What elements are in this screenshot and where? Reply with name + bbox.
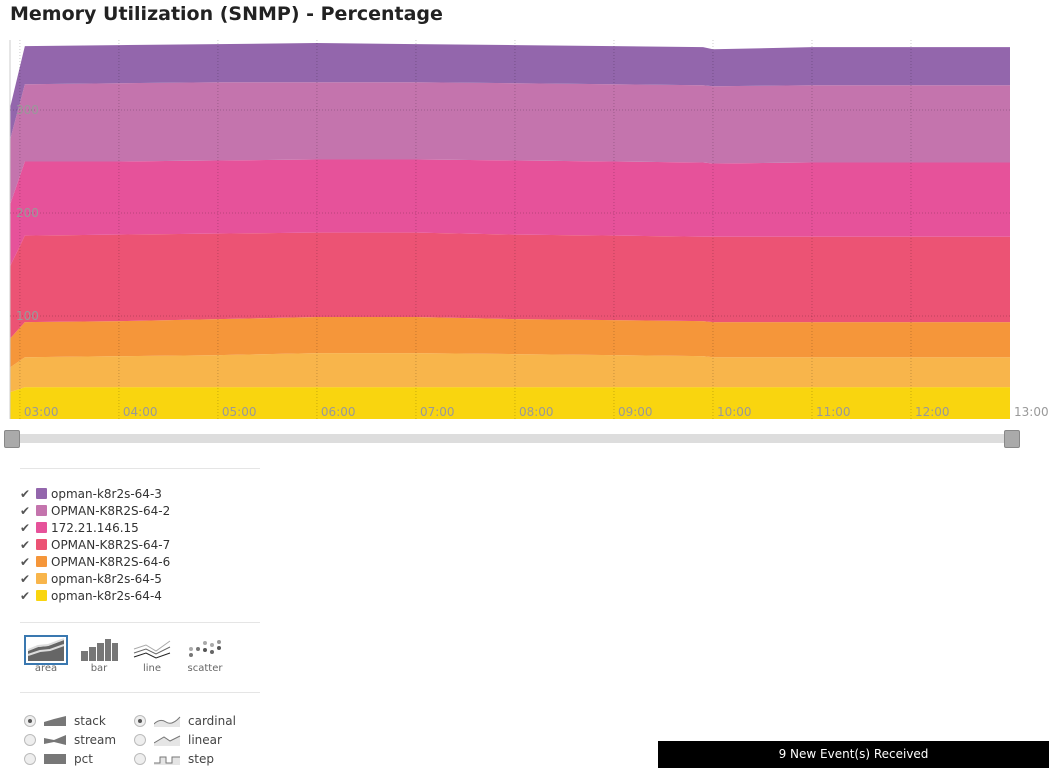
cardinal-icon — [154, 716, 181, 727]
range-slider-left-handle[interactable] — [4, 430, 20, 448]
stacked-area-chart: 03:00 04:00 05:00 06:00 07:00 08:00 09:00 10:00… — [9, 40, 1049, 419]
x-tick-label: 11:00 — [816, 405, 851, 419]
legend-swatch — [36, 573, 47, 584]
x-tick-label: 07:00 — [420, 405, 455, 419]
x-tick-label: 04:00 — [123, 405, 158, 419]
x-tick-label: 06:00 — [321, 405, 356, 419]
y-tick-label: 300 — [16, 103, 39, 117]
range-slider[interactable] — [4, 430, 1020, 448]
interpolation-option-linear[interactable]: linear — [134, 730, 222, 749]
x-tick-label: 03:00 — [24, 405, 59, 419]
radio-button[interactable] — [24, 733, 36, 746]
interpolation-option-step[interactable]: step — [134, 749, 214, 768]
legend-item[interactable]: ✔ OPMAN-K8R2S-64-6 — [20, 553, 260, 570]
area-series-4[interactable] — [10, 159, 1010, 267]
stack-icon — [44, 715, 66, 726]
interpolation-option-cardinal[interactable]: cardinal — [134, 711, 236, 730]
legend-swatch — [36, 488, 47, 499]
area-series-6[interactable] — [10, 43, 1010, 140]
checkmark-icon[interactable]: ✔ — [20, 588, 31, 603]
range-slider-right-handle[interactable] — [1004, 430, 1020, 448]
legend-swatch — [36, 590, 47, 601]
x-tick-label: 08:00 — [519, 405, 554, 419]
checkmark-icon[interactable]: ✔ — [20, 520, 31, 535]
legend: ✔ opman-k8r2s-64-3 ✔ OPMAN-K8R2S-64-2 ✔ 172.2… — [20, 468, 260, 604]
legend-label: opman-k8r2s-64-3 — [51, 486, 162, 501]
legend-swatch — [36, 522, 47, 533]
legend-label: opman-k8r2s-64-4 — [51, 588, 162, 603]
scatter-icon — [189, 640, 221, 657]
area-series-3[interactable] — [10, 232, 1010, 339]
legend-label: opman-k8r2s-64-5 — [51, 571, 162, 586]
legend-swatch — [36, 556, 47, 567]
area-series-1[interactable] — [10, 353, 1010, 393]
x-tick-label: 05:00 — [222, 405, 257, 419]
x-tick-label: 09:00 — [618, 405, 653, 419]
renderer-bar[interactable]: bar — [78, 637, 120, 674]
legend-label: OPMAN-K8R2S-64-2 — [51, 503, 171, 518]
radio-button[interactable] — [24, 714, 36, 727]
checkmark-icon[interactable]: ✔ — [20, 571, 31, 586]
render-options: stack stream pct cardinal linear step — [20, 692, 260, 766]
offset-option-pct[interactable]: pct — [24, 749, 93, 768]
legend-label: OPMAN-K8R2S-64-7 — [51, 537, 171, 552]
step-icon — [154, 756, 180, 765]
legend-item[interactable]: ✔ opman-k8r2s-64-5 — [20, 570, 260, 587]
y-tick-label: 200 — [16, 206, 39, 220]
x-tick-label: 13:00 — [1014, 405, 1049, 419]
y-tick-label: 100 — [16, 309, 39, 323]
offset-option-stack[interactable]: stack — [24, 711, 106, 730]
area-series-0[interactable] — [10, 387, 1010, 419]
legend-item[interactable]: ✔ OPMAN-K8R2S-64-7 — [20, 536, 260, 553]
checkmark-icon[interactable]: ✔ — [20, 537, 31, 552]
area-series-2[interactable] — [10, 317, 1010, 368]
x-tick-label: 12:00 — [915, 405, 950, 419]
line-chart-icon — [133, 640, 171, 659]
radio-button[interactable] — [134, 752, 146, 765]
legend-swatch — [36, 539, 47, 550]
legend-label: 172.21.146.15 — [51, 520, 139, 535]
renderer-area[interactable]: area — [24, 635, 68, 674]
bar-chart-icon — [81, 639, 118, 661]
stream-icon — [44, 734, 66, 745]
offset-option-stream[interactable]: stream — [24, 730, 116, 749]
radio-button[interactable] — [134, 733, 146, 746]
renderer-line[interactable]: line — [131, 637, 173, 674]
legend-item[interactable]: ✔ OPMAN-K8R2S-64-2 — [20, 502, 260, 519]
x-tick-label: 10:00 — [717, 405, 752, 419]
events-notification[interactable]: 9 New Event(s) Received — [658, 741, 1049, 768]
legend-swatch — [36, 505, 47, 516]
legend-label: OPMAN-K8R2S-64-6 — [51, 554, 171, 569]
radio-button[interactable] — [24, 752, 36, 765]
legend-item[interactable]: ✔ opman-k8r2s-64-3 — [20, 485, 260, 502]
renderer-scatter[interactable]: scatter — [184, 637, 226, 674]
checkmark-icon[interactable]: ✔ — [20, 503, 31, 518]
checkmark-icon[interactable]: ✔ — [20, 554, 31, 569]
area-icon — [24, 635, 68, 665]
linear-icon — [154, 735, 181, 746]
legend-item[interactable]: ✔ opman-k8r2s-64-4 — [20, 587, 260, 604]
radio-button[interactable] — [134, 714, 146, 727]
area-series-5[interactable] — [10, 82, 1010, 205]
renderer-selector: area bar line scatter — [20, 622, 260, 693]
page-title: Memory Utilization (SNMP) - Percentage — [10, 3, 443, 25]
pct-icon — [44, 753, 66, 764]
checkmark-icon[interactable]: ✔ — [20, 486, 31, 501]
legend-item[interactable]: ✔ 172.21.146.15 — [20, 519, 260, 536]
